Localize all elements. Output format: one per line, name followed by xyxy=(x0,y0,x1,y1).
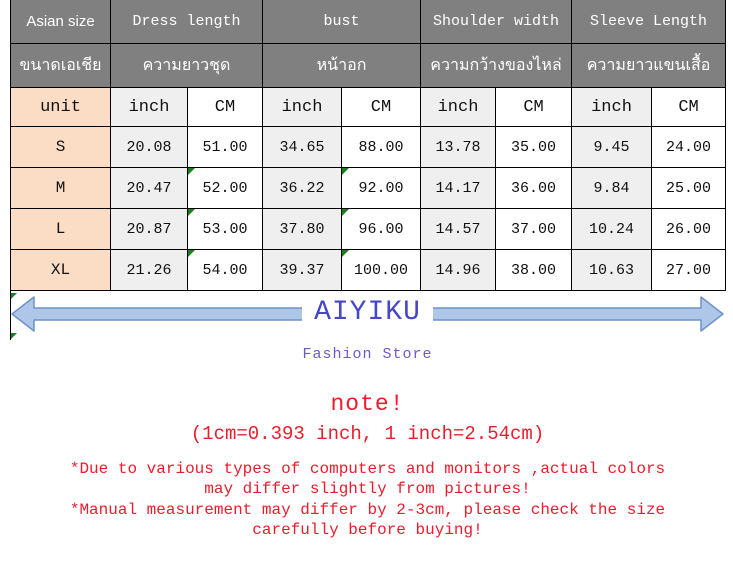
brand-line: AIYIKU xyxy=(10,297,725,328)
table-row: M 20.47 52.00 36.22 92.00 14.17 36.00 9.84 25.00 xyxy=(10,167,727,209)
header-dress-length-thai: ความยาวชุด xyxy=(110,43,263,88)
table-row: XL 21.26 54.00 39.37 100.00 14.96 38.00 10.63 27… xyxy=(10,249,727,291)
value-cell: 52.00 xyxy=(187,167,263,209)
unit-cell: inch xyxy=(420,87,497,127)
unit-cell: CM xyxy=(651,87,727,127)
value-cell: 10.24 xyxy=(571,208,653,250)
value-cell: 13.78 xyxy=(420,126,497,168)
value-cell: 21.26 xyxy=(110,249,188,291)
brand-name: AIYIKU xyxy=(302,297,433,328)
note-line: may differ slightly from pictures! xyxy=(204,480,531,498)
value-cell: 20.47 xyxy=(110,167,188,209)
value-cell: 36.00 xyxy=(495,167,573,209)
value-cell: 38.00 xyxy=(495,249,573,291)
size-label: S xyxy=(10,126,111,168)
size-rows: S 20.08 51.00 34.65 88.00 13.78 35.00 9.45 24.00… xyxy=(10,126,727,291)
unit-cell: CM xyxy=(187,87,263,127)
header-bust: bust xyxy=(261,0,422,44)
unit-cell: inch xyxy=(110,87,188,127)
header-asian-size: Asian size xyxy=(10,0,111,44)
color-difference-note: *Due to various types of computers and m… xyxy=(10,459,725,499)
value-cell: 88.00 xyxy=(340,126,422,168)
value-cell: 27.00 xyxy=(651,249,727,291)
value-cell: 9.45 xyxy=(571,126,653,168)
value-cell: 54.00 xyxy=(187,249,263,291)
value-cell: 24.00 xyxy=(651,126,727,168)
value-cell: 37.00 xyxy=(495,208,573,250)
header-bust-thai: หน้าอก xyxy=(261,43,422,88)
measurement-note: *Manual measurement may differ by 2-3cm,… xyxy=(10,500,725,540)
value-cell: 20.08 xyxy=(110,126,188,168)
size-label: XL xyxy=(10,249,111,291)
value-cell: 26.00 xyxy=(651,208,727,250)
table-row: L 20.87 53.00 37.80 96.00 14.57 37.00 10.24 26.0… xyxy=(10,208,727,250)
unit-label: unit xyxy=(10,87,111,127)
excel-flag-icon xyxy=(11,333,17,339)
excel-flag-icon xyxy=(11,293,17,299)
excel-flag-icon xyxy=(188,168,195,175)
note-line: *Manual measurement may differ by 2-3cm,… xyxy=(69,501,666,519)
value-cell: 51.00 xyxy=(187,126,263,168)
value-cell: 35.00 xyxy=(495,126,573,168)
leftover-gridline xyxy=(10,290,11,340)
value-cell: 92.00 xyxy=(340,167,422,209)
value-cell: 25.00 xyxy=(651,167,727,209)
value-cell: 14.17 xyxy=(420,167,497,209)
header-row-thai: ขนาดเอเชีย ความยาวชุด หน้าอก ความกว้างขอ… xyxy=(10,43,727,88)
header-dress-length: Dress length xyxy=(110,0,263,44)
size-label: M xyxy=(10,167,111,209)
table-row: S 20.08 51.00 34.65 88.00 13.78 35.00 9.45 24.00 xyxy=(10,126,727,168)
header-asian-size-thai: ขนาดเอเชีย xyxy=(10,43,111,88)
excel-flag-icon xyxy=(342,250,349,257)
excel-flag-icon xyxy=(342,209,349,216)
size-chart-table: Asian size Dress length bust Shoulder wi… xyxy=(10,0,727,291)
unit-row: unit inch CM inch CM inch CM inch CM xyxy=(10,87,727,127)
value-cell: 9.84 xyxy=(571,167,653,209)
value-cell: 20.87 xyxy=(110,208,188,250)
conversion-note: (1cm=0.393 inch, 1 inch=2.54cm) xyxy=(190,423,545,445)
note-line: *Due to various types of computers and m… xyxy=(69,460,666,478)
value-cell: 39.37 xyxy=(262,249,342,291)
brand-subtitle: Fashion Store xyxy=(302,346,433,363)
value-cell: 37.80 xyxy=(262,208,342,250)
header-sleeve-length-thai: ความยาวแขนเสื้อ xyxy=(571,43,727,88)
excel-flag-icon xyxy=(188,209,195,216)
header-row-english: Asian size Dress length bust Shoulder wi… xyxy=(10,0,727,44)
note-line: carefully before buying! xyxy=(252,521,483,539)
value-cell: 100.00 xyxy=(340,249,422,291)
excel-flag-icon xyxy=(188,250,195,257)
excel-flag-icon xyxy=(342,168,349,175)
unit-cell: CM xyxy=(495,87,573,127)
unit-cell: inch xyxy=(571,87,653,127)
header-shoulder-width: Shoulder width xyxy=(420,0,573,44)
value-cell: 96.00 xyxy=(340,208,422,250)
value-cell: 14.57 xyxy=(420,208,497,250)
header-sleeve-length: Sleeve Length xyxy=(571,0,727,44)
value-cell: 36.22 xyxy=(262,167,342,209)
unit-cell: CM xyxy=(340,87,422,127)
note-title: note! xyxy=(330,391,405,417)
header-shoulder-width-thai: ความกว้างของไหล่ xyxy=(420,43,573,88)
size-label: L xyxy=(10,208,111,250)
value-cell: 34.65 xyxy=(262,126,342,168)
value-cell: 10.63 xyxy=(571,249,653,291)
value-cell: 53.00 xyxy=(187,208,263,250)
unit-cell: inch xyxy=(262,87,342,127)
value-cell: 14.96 xyxy=(420,249,497,291)
